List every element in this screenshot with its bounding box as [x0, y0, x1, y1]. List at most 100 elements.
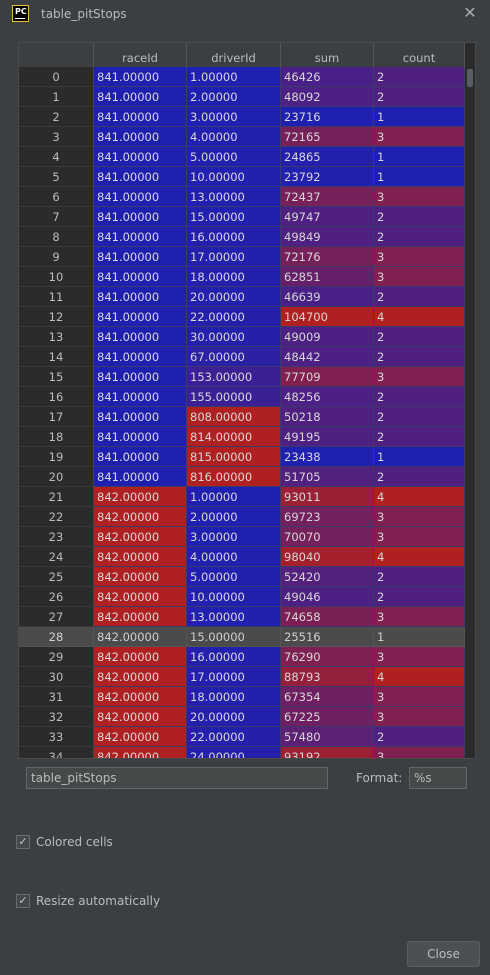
cell-raceid[interactable]: 841.00000: [94, 447, 187, 467]
table-row[interactable]: 2 841.00000 3.00000 23716 1: [19, 107, 465, 127]
vertical-scrollbar[interactable]: [465, 67, 475, 758]
cell-sum[interactable]: 48442: [281, 347, 374, 367]
table-row[interactable]: 19 841.00000 815.00000 23438 1: [19, 447, 465, 467]
table-row[interactable]: 28 842.00000 15.00000 25516 1: [19, 627, 465, 647]
cell-driverid[interactable]: 808.00000: [187, 407, 281, 427]
cell-index[interactable]: 14: [19, 347, 94, 367]
cell-raceid[interactable]: 842.00000: [94, 487, 187, 507]
cell-raceid[interactable]: 842.00000: [94, 707, 187, 727]
cell-index[interactable]: 30: [19, 667, 94, 687]
header-raceid[interactable]: raceId: [94, 43, 187, 67]
table-row[interactable]: 7 841.00000 15.00000 49747 2: [19, 207, 465, 227]
cell-count[interactable]: 4: [374, 667, 465, 687]
cell-index[interactable]: 23: [19, 527, 94, 547]
cell-index[interactable]: 5: [19, 167, 94, 187]
cell-sum[interactable]: 67354: [281, 687, 374, 707]
table-row[interactable]: 6 841.00000 13.00000 72437 3: [19, 187, 465, 207]
cell-index[interactable]: 1: [19, 87, 94, 107]
data-table[interactable]: raceId driverId sum count 0 841.00000 1.00…: [18, 42, 476, 759]
cell-count[interactable]: 2: [374, 87, 465, 107]
cell-sum[interactable]: 49747: [281, 207, 374, 227]
checkmark-icon[interactable]: ✓: [16, 835, 30, 849]
cell-driverid[interactable]: 13.00000: [187, 187, 281, 207]
cell-index[interactable]: 31: [19, 687, 94, 707]
cell-raceid[interactable]: 842.00000: [94, 687, 187, 707]
cell-raceid[interactable]: 841.00000: [94, 347, 187, 367]
cell-driverid[interactable]: 15.00000: [187, 207, 281, 227]
cell-index[interactable]: 18: [19, 427, 94, 447]
cell-count[interactable]: 3: [374, 687, 465, 707]
cell-driverid[interactable]: 18.00000: [187, 687, 281, 707]
cell-raceid[interactable]: 841.00000: [94, 307, 187, 327]
cell-sum[interactable]: 46426: [281, 67, 374, 87]
cell-raceid[interactable]: 841.00000: [94, 427, 187, 447]
cell-count[interactable]: 2: [374, 467, 465, 487]
cell-raceid[interactable]: 841.00000: [94, 407, 187, 427]
cell-raceid[interactable]: 841.00000: [94, 247, 187, 267]
cell-index[interactable]: 9: [19, 247, 94, 267]
cell-sum[interactable]: 49009: [281, 327, 374, 347]
cell-driverid[interactable]: 155.00000: [187, 387, 281, 407]
table-row[interactable]: 5 841.00000 10.00000 23792 1: [19, 167, 465, 187]
cell-raceid[interactable]: 841.00000: [94, 87, 187, 107]
cell-raceid[interactable]: 841.00000: [94, 287, 187, 307]
cell-driverid[interactable]: 815.00000: [187, 447, 281, 467]
cell-driverid[interactable]: 5.00000: [187, 147, 281, 167]
cell-count[interactable]: 2: [374, 587, 465, 607]
cell-driverid[interactable]: 5.00000: [187, 567, 281, 587]
cell-driverid[interactable]: 17.00000: [187, 667, 281, 687]
cell-count[interactable]: 2: [374, 227, 465, 247]
cell-sum[interactable]: 23716: [281, 107, 374, 127]
cell-index[interactable]: 6: [19, 187, 94, 207]
cell-raceid[interactable]: 842.00000: [94, 587, 187, 607]
cell-driverid[interactable]: 15.00000: [187, 627, 281, 647]
cell-sum[interactable]: 72176: [281, 247, 374, 267]
table-row[interactable]: 29 842.00000 16.00000 76290 3: [19, 647, 465, 667]
table-row[interactable]: 25 842.00000 5.00000 52420 2: [19, 567, 465, 587]
cell-count[interactable]: 3: [374, 707, 465, 727]
cell-index[interactable]: 32: [19, 707, 94, 727]
cell-raceid[interactable]: 842.00000: [94, 547, 187, 567]
cell-raceid[interactable]: 841.00000: [94, 167, 187, 187]
cell-driverid[interactable]: 24.00000: [187, 747, 281, 758]
cell-index[interactable]: 28: [19, 627, 94, 647]
cell-index[interactable]: 26: [19, 587, 94, 607]
cell-sum[interactable]: 50218: [281, 407, 374, 427]
cell-raceid[interactable]: 841.00000: [94, 227, 187, 247]
cell-index[interactable]: 19: [19, 447, 94, 467]
table-row[interactable]: 18 841.00000 814.00000 49195 2: [19, 427, 465, 447]
cell-index[interactable]: 27: [19, 607, 94, 627]
cell-count[interactable]: 2: [374, 727, 465, 747]
cell-raceid[interactable]: 842.00000: [94, 527, 187, 547]
cell-driverid[interactable]: 10.00000: [187, 167, 281, 187]
header-index[interactable]: [19, 43, 94, 67]
cell-driverid[interactable]: 816.00000: [187, 467, 281, 487]
cell-raceid[interactable]: 841.00000: [94, 67, 187, 87]
cell-count[interactable]: 3: [374, 367, 465, 387]
cell-count[interactable]: 3: [374, 267, 465, 287]
cell-raceid[interactable]: 842.00000: [94, 727, 187, 747]
cell-index[interactable]: 3: [19, 127, 94, 147]
cell-driverid[interactable]: 814.00000: [187, 427, 281, 447]
checkmark-icon[interactable]: ✓: [16, 894, 30, 908]
cell-count[interactable]: 2: [374, 327, 465, 347]
cell-sum[interactable]: 62851: [281, 267, 374, 287]
table-row[interactable]: 23 842.00000 3.00000 70070 3: [19, 527, 465, 547]
cell-sum[interactable]: 23792: [281, 167, 374, 187]
cell-sum[interactable]: 57480: [281, 727, 374, 747]
cell-count[interactable]: 4: [374, 307, 465, 327]
cell-sum[interactable]: 48256: [281, 387, 374, 407]
cell-count[interactable]: 1: [374, 167, 465, 187]
table-row[interactable]: 20 841.00000 816.00000 51705 2: [19, 467, 465, 487]
header-sum[interactable]: sum: [281, 43, 374, 67]
cell-count[interactable]: 4: [374, 487, 465, 507]
cell-driverid[interactable]: 10.00000: [187, 587, 281, 607]
close-button[interactable]: Close: [407, 941, 480, 967]
table-row[interactable]: 14 841.00000 67.00000 48442 2: [19, 347, 465, 367]
cell-count[interactable]: 1: [374, 447, 465, 467]
cell-count[interactable]: 2: [374, 287, 465, 307]
cell-count[interactable]: 3: [374, 747, 465, 758]
cell-sum[interactable]: 98040: [281, 547, 374, 567]
cell-driverid[interactable]: 3.00000: [187, 527, 281, 547]
cell-count[interactable]: 3: [374, 607, 465, 627]
